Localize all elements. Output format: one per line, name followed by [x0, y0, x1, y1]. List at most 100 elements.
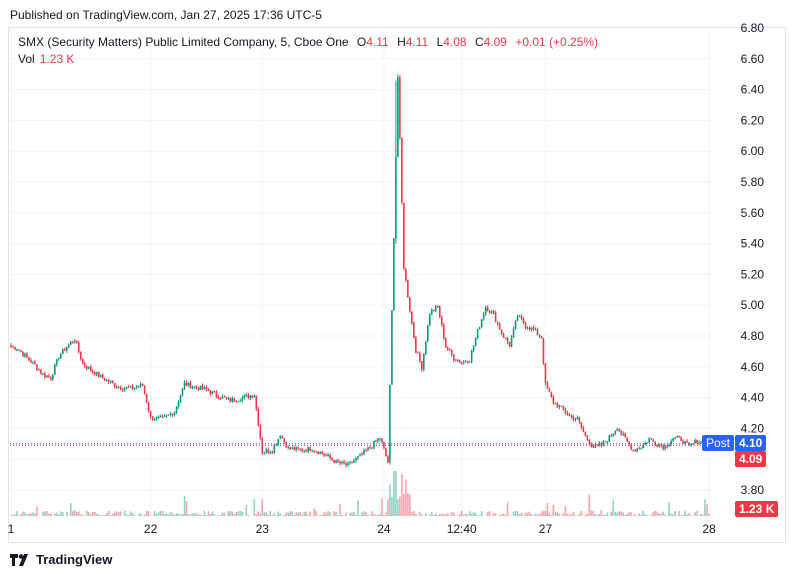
- candle-body: [315, 451, 317, 453]
- candle-body: [568, 415, 571, 417]
- time-tick-label: 27: [539, 522, 553, 536]
- price-tick-label: 5.20: [741, 267, 765, 281]
- candle-body: [287, 447, 290, 449]
- volume-bar: [518, 513, 521, 516]
- volume-bar: [622, 512, 625, 516]
- volume-bar: [169, 512, 172, 516]
- volume-bar: [688, 513, 690, 516]
- candle-body: [223, 396, 226, 398]
- candle-body: [367, 447, 369, 451]
- volume-bar: [355, 515, 357, 516]
- candle-body: [403, 202, 405, 269]
- grid-lines: [10, 27, 715, 516]
- volume-bar: [46, 511, 48, 516]
- candle-body: [618, 429, 621, 431]
- candle-body: [72, 342, 74, 344]
- candle-body: [624, 433, 627, 438]
- volume-bar: [349, 513, 351, 516]
- volume-legend: Vol 1.23 K: [18, 52, 74, 66]
- volume-bar: [93, 511, 96, 516]
- candle-body: [490, 311, 493, 313]
- volume-bar: [670, 513, 672, 516]
- volume-bar: [283, 515, 286, 516]
- volume-bar: [466, 514, 469, 516]
- volume-bar: [658, 513, 660, 516]
- candle-body: [520, 315, 523, 319]
- volume-bar: [87, 512, 90, 516]
- volume-bar: [183, 495, 186, 516]
- candle-body: [656, 444, 658, 447]
- close-label: C: [474, 35, 484, 49]
- candle-body: [700, 441, 702, 443]
- candle-body: [355, 458, 357, 461]
- volume-bar: [425, 513, 427, 516]
- volume-tag: 1.23 K: [735, 501, 779, 517]
- candle-body: [456, 359, 459, 361]
- volume-bar: [305, 511, 307, 516]
- candle-body: [64, 348, 66, 351]
- volume-bar: [20, 514, 22, 516]
- volume-bar: [103, 515, 106, 516]
- volume-bar: [255, 514, 258, 516]
- volume-bar: [229, 511, 232, 516]
- candle-body: [115, 386, 118, 388]
- candle-body: [550, 392, 553, 397]
- candle-body: [225, 397, 228, 399]
- volume-bar: [319, 514, 321, 516]
- candle-body: [76, 340, 78, 343]
- volume-bar: [323, 512, 325, 516]
- volume-bar: [604, 514, 607, 516]
- candle-body: [389, 384, 391, 463]
- volume-bar: [357, 500, 359, 516]
- candle-body: [74, 340, 76, 343]
- candle-body: [554, 403, 557, 405]
- volume-bar: [187, 514, 190, 516]
- candle-body: [658, 444, 660, 447]
- candle-body: [672, 438, 674, 441]
- candle-body: [407, 280, 409, 298]
- volume-bar: [602, 514, 605, 516]
- volume-bar: [99, 515, 102, 516]
- candle-body: [570, 415, 573, 417]
- volume-bar: [448, 515, 451, 516]
- candle-body: [38, 369, 40, 371]
- volume-bar: [303, 511, 305, 516]
- candle-body: [50, 376, 52, 380]
- volume-bar: [70, 503, 72, 516]
- candle-body: [265, 449, 268, 453]
- candle-body: [468, 361, 471, 363]
- volume-bar: [101, 515, 104, 516]
- volume-bar: [327, 510, 329, 516]
- high-label: H: [397, 35, 406, 49]
- candle-body: [129, 385, 132, 388]
- volume-bar: [614, 512, 617, 516]
- candle-body: [169, 413, 172, 415]
- volume-bar: [468, 511, 471, 516]
- candle-body: [349, 461, 351, 463]
- candle-body: [273, 445, 276, 453]
- close-value: 4.09: [483, 35, 507, 49]
- candle-body: [187, 382, 190, 386]
- volume-bar: [686, 514, 688, 516]
- candle-body: [506, 337, 509, 343]
- candle-body: [327, 454, 329, 456]
- candle-body: [484, 307, 487, 315]
- candle-body: [16, 349, 18, 351]
- candle-body: [401, 137, 403, 203]
- volume-bar: [343, 515, 345, 516]
- volume-bar: [119, 511, 122, 516]
- volume-bar: [403, 494, 405, 516]
- volume-bar: [656, 511, 658, 516]
- candle-body: [163, 415, 166, 417]
- volume-bar: [287, 512, 290, 516]
- candle-body: [592, 446, 595, 448]
- tradingview-logo[interactable]: TradingView: [10, 552, 112, 567]
- volume-bar: [596, 514, 599, 516]
- volume-bar: [137, 514, 140, 516]
- volume-bar: [516, 510, 519, 516]
- candle-body: [161, 416, 164, 418]
- candle-body: [99, 374, 102, 377]
- candle-body: [530, 327, 533, 330]
- candle-body: [427, 325, 429, 342]
